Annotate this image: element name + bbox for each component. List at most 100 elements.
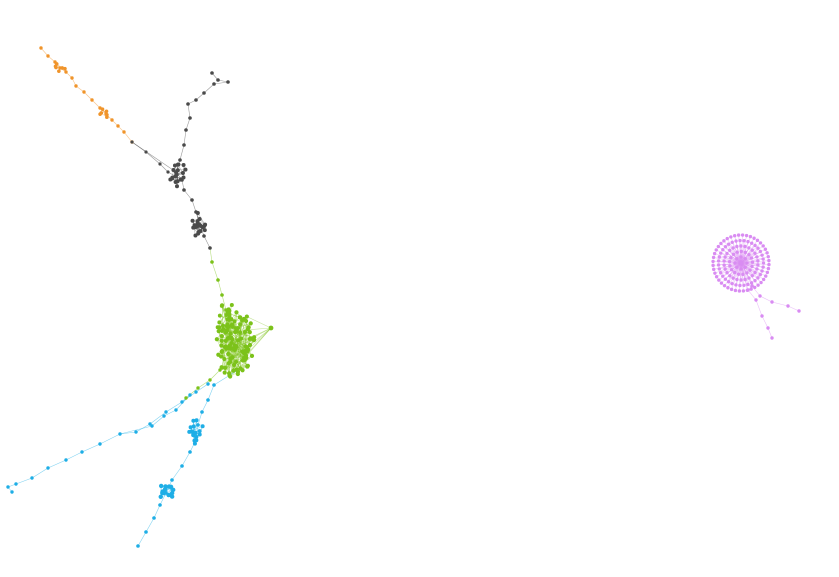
node-blue	[158, 503, 162, 507]
node-dark	[202, 91, 206, 95]
node-purple	[719, 251, 722, 254]
node-dark	[175, 184, 179, 188]
node-purple	[739, 278, 742, 281]
node-purple	[726, 286, 729, 289]
node-green	[215, 337, 219, 341]
node-purple	[746, 240, 749, 243]
node-dark	[181, 171, 185, 175]
node-green	[243, 330, 247, 334]
node-dark	[166, 170, 169, 173]
node-purple	[718, 255, 721, 258]
node-orange	[57, 69, 61, 73]
node-purple	[759, 241, 762, 244]
node-green	[241, 349, 245, 353]
node-purple	[767, 267, 770, 270]
node-green	[224, 347, 228, 351]
edge	[100, 434, 120, 444]
node-green	[220, 304, 224, 308]
node-purple	[753, 252, 756, 255]
node-purple	[767, 255, 770, 258]
edge	[218, 280, 222, 295]
node-green	[227, 371, 231, 375]
node-purple	[743, 245, 746, 248]
node-dark	[182, 143, 186, 147]
node-purple	[761, 257, 764, 260]
node-purple	[712, 268, 715, 271]
node-purple	[743, 278, 746, 281]
node-purple	[735, 266, 738, 269]
node-dark	[202, 224, 206, 228]
node-purple	[719, 242, 722, 245]
node-orange	[105, 109, 109, 113]
node-purple	[744, 266, 747, 269]
node-green	[233, 330, 237, 334]
node-purple	[737, 273, 740, 276]
node-purple	[759, 281, 762, 284]
node-blue	[174, 408, 177, 411]
node-dark	[182, 188, 186, 192]
node-purple	[723, 267, 726, 270]
node-purple	[721, 274, 724, 277]
node-blue	[163, 484, 167, 488]
node-dark	[174, 180, 178, 184]
node-dark	[175, 172, 179, 176]
node-purple	[728, 274, 731, 277]
node-blue	[169, 485, 173, 489]
node-green	[223, 370, 227, 374]
node-purple	[747, 276, 750, 279]
node-dark	[182, 175, 186, 179]
node-purple	[719, 271, 722, 274]
edge	[138, 532, 146, 546]
node-dark	[188, 116, 192, 120]
node-purple	[752, 237, 755, 240]
node-purple	[750, 242, 753, 245]
node-orange	[70, 76, 73, 79]
node-blue	[162, 414, 165, 417]
node-green	[227, 325, 231, 329]
node-purple	[723, 255, 726, 258]
node-purple	[735, 245, 738, 248]
edge	[188, 104, 190, 118]
node-green	[217, 320, 221, 324]
edge	[760, 296, 772, 302]
node-blue	[201, 424, 205, 428]
node-blue	[164, 410, 167, 413]
node-blue	[180, 464, 184, 468]
node-green	[230, 303, 234, 307]
node-purple	[715, 275, 718, 278]
node-purple	[758, 294, 761, 297]
node-orange	[105, 115, 109, 119]
node-dark	[170, 176, 174, 180]
node-dark	[193, 234, 197, 238]
node-dark	[210, 71, 214, 75]
node-blue	[188, 450, 192, 454]
node-green	[245, 364, 249, 368]
edge	[48, 460, 66, 468]
node-blue	[159, 484, 163, 488]
node-green	[227, 314, 231, 318]
node-purple	[728, 249, 731, 252]
node-orange	[63, 67, 67, 71]
node-purple	[724, 245, 727, 248]
node-purple	[733, 234, 736, 237]
node-green	[220, 293, 224, 297]
node-dark	[196, 211, 200, 215]
node-blue	[136, 544, 140, 548]
node-purple	[717, 245, 720, 248]
node-blue	[118, 432, 121, 435]
node-dark	[202, 234, 206, 238]
node-purple	[756, 276, 759, 279]
node-purple	[721, 248, 724, 251]
node-dark	[158, 162, 161, 165]
node-purple	[751, 249, 754, 252]
node-green	[208, 378, 211, 381]
node-dark	[191, 219, 195, 223]
node-green	[216, 325, 220, 329]
node-purple	[739, 267, 742, 270]
edge	[184, 190, 192, 200]
edge	[788, 306, 799, 311]
edge	[210, 370, 220, 380]
node-green	[196, 386, 199, 389]
node-green	[234, 310, 238, 314]
node-green	[235, 367, 239, 371]
